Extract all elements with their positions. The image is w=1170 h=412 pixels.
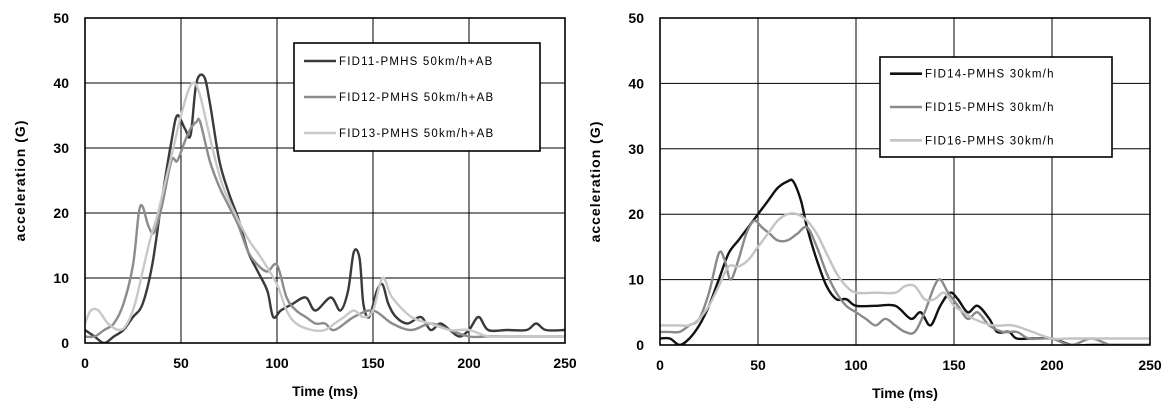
legend: FID11-PMHS 50km/h+AB FID12-PMHS 50km/h+AB… — [293, 42, 541, 152]
x-tick-label: 0 — [656, 357, 664, 373]
x-tick-label: 200 — [1040, 357, 1064, 373]
legend-label: FID13-PMHS 50km/h+AB — [339, 128, 494, 140]
x-tick-label: 50 — [750, 357, 766, 373]
x-tick-label: 150 — [942, 357, 966, 373]
y-tick-label: 20 — [53, 205, 69, 221]
y-tick-label: 10 — [53, 270, 69, 286]
x-tick-label: 100 — [265, 355, 289, 371]
y-axis-title: acceleration (G) — [587, 121, 603, 243]
y-tick-label: 50 — [628, 10, 644, 26]
legend-label: FID15-PMHS 30km/h — [925, 102, 1055, 114]
legend-label: FID12-PMHS 50km/h+AB — [339, 92, 494, 104]
y-tick-label: 50 — [53, 10, 69, 26]
right-chart-panel: 0 10 20 30 40 50 0 50 100 150 200 250 Time (ms) accel… — [587, 10, 1162, 401]
y-tick-label: 10 — [628, 272, 644, 288]
x-axis-title: Time (ms) — [872, 385, 938, 401]
plot-frame — [84, 17, 566, 344]
series-line-3 — [660, 212, 1150, 341]
series-line-1 — [660, 178, 1150, 345]
legend: FID14-PMHS 30km/h FID15-PMHS 30km/h FID16-… — [879, 56, 1113, 158]
series-line-3 — [85, 81, 565, 339]
y-tick-label: 20 — [628, 206, 644, 222]
x-tick-label: 200 — [457, 355, 481, 371]
x-axis-title: Time (ms) — [292, 383, 358, 399]
y-tick-label: 40 — [628, 75, 644, 91]
y-tick-label: 40 — [53, 75, 69, 91]
x-tick-label: 150 — [361, 355, 385, 371]
plot-frame — [659, 17, 1151, 346]
left-chart-panel: 0 10 20 30 40 50 0 50 100 150 200 250 Time (ms) accel… — [12, 10, 577, 399]
legend-label: FID14-PMHS 30km/h — [925, 69, 1055, 81]
x-tick-label: 250 — [553, 355, 577, 371]
series-line-2 — [660, 219, 1150, 345]
y-tick-label: 30 — [53, 140, 69, 156]
legend-label: FID11-PMHS 50km/h+AB — [339, 56, 493, 68]
x-tick-label: 0 — [81, 355, 89, 371]
x-tick-label: 250 — [1138, 357, 1162, 373]
x-tick-label: 100 — [844, 357, 868, 373]
y-tick-label: 30 — [628, 141, 644, 157]
y-axis-title: acceleration (G) — [12, 120, 28, 242]
legend-label: FID16-PMHS 30km/h — [925, 135, 1055, 147]
y-tick-label: 0 — [61, 335, 69, 351]
x-tick-label: 50 — [173, 355, 189, 371]
y-tick-label: 0 — [636, 337, 644, 353]
